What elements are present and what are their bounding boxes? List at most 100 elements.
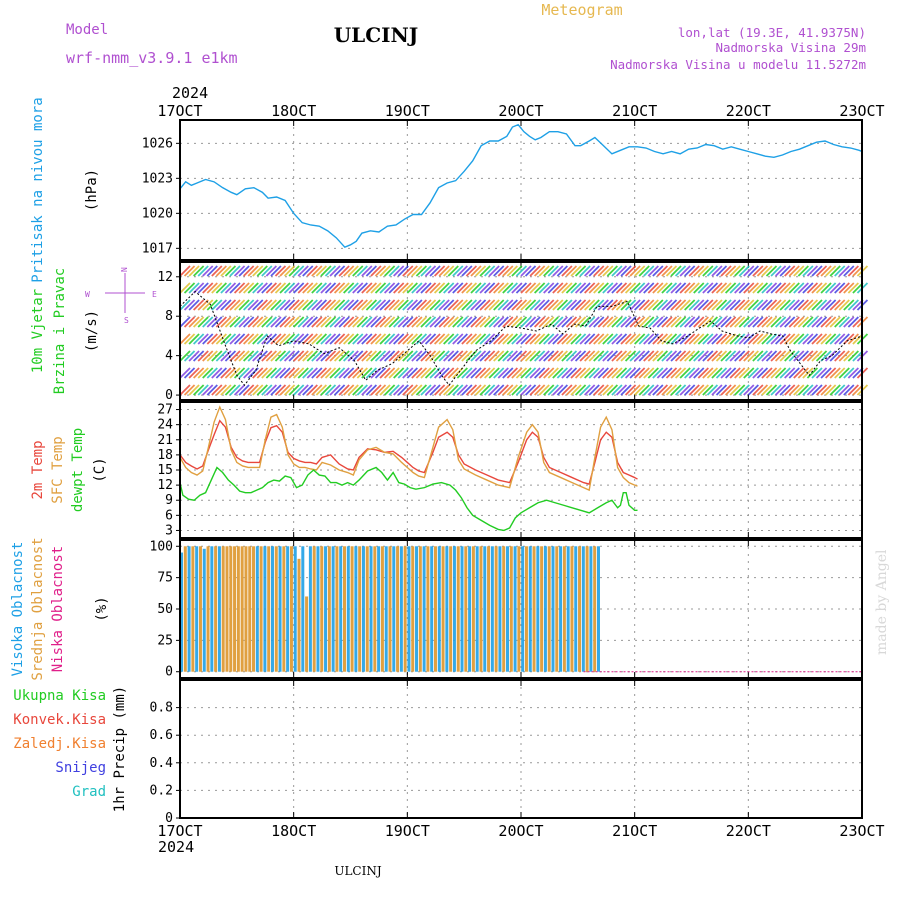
wind-barb xyxy=(661,333,673,345)
wind-barb xyxy=(829,282,841,294)
wind-barb xyxy=(479,299,491,311)
cloud-bar xyxy=(460,546,464,672)
wind-barb xyxy=(315,316,328,328)
wind-barb xyxy=(824,367,837,379)
wind-barb xyxy=(365,282,378,294)
wind-barb xyxy=(815,265,828,277)
cloud-bar xyxy=(214,546,218,672)
wind-ytick-label: 4 xyxy=(165,349,173,364)
wind-barb xyxy=(429,282,441,294)
wind-barb xyxy=(297,316,309,328)
wind-barb xyxy=(688,333,700,345)
wind-barb xyxy=(211,350,223,362)
wind-barb xyxy=(188,299,200,311)
wind-barb xyxy=(543,384,555,396)
wind-barb xyxy=(383,367,396,379)
cloud-bar xyxy=(195,546,199,672)
wind-barb xyxy=(379,384,391,396)
wind-barb xyxy=(543,316,555,328)
wind-barb xyxy=(352,299,364,311)
wind-barb xyxy=(379,299,391,311)
wind-ylabel-line: Brzina i Pravac xyxy=(52,268,68,394)
wind-barb xyxy=(815,316,828,328)
wind-barb xyxy=(293,367,305,379)
pressure-ytick-label: 1020 xyxy=(142,206,173,221)
cloud-bar xyxy=(509,546,513,672)
wind-barb xyxy=(547,384,559,396)
wind-barb xyxy=(529,333,541,345)
cloud-panel: 0 25 50 75 100 Visoka Oblacnost Srednja Oblacn… xyxy=(10,537,863,681)
wind-barb xyxy=(520,316,532,328)
wind-barb xyxy=(252,282,264,294)
temperature-series-line xyxy=(179,419,638,485)
wind-barb xyxy=(511,384,523,396)
wind-barb xyxy=(224,367,237,379)
wind-barb xyxy=(643,384,655,396)
wind-barb xyxy=(520,384,532,396)
wind-barb xyxy=(543,265,555,277)
wind-barb xyxy=(370,384,382,396)
wind-barb xyxy=(402,333,414,345)
wind-barb xyxy=(438,299,450,311)
cloud-bar xyxy=(464,546,468,672)
wind-barb xyxy=(561,299,573,311)
wind-barb xyxy=(820,282,832,294)
pressure-ytick-label: 1026 xyxy=(142,136,173,151)
wind-barb xyxy=(247,350,259,362)
wind-barb xyxy=(206,265,218,277)
wind-barb xyxy=(706,282,719,294)
wind-barb xyxy=(679,350,691,362)
wind-barb xyxy=(465,282,478,294)
cloud-bar xyxy=(354,546,358,672)
wind-barb xyxy=(674,316,687,328)
wind-barb xyxy=(674,367,687,379)
wind-barb xyxy=(252,316,264,328)
wind-barb xyxy=(629,265,641,277)
cloud-bar xyxy=(498,546,502,672)
wind-barb xyxy=(220,282,232,294)
wind-barb xyxy=(233,299,246,311)
wind-barb xyxy=(579,299,591,311)
wind-barb xyxy=(502,384,514,396)
wind-barb xyxy=(302,282,314,294)
wind-barb xyxy=(643,333,655,345)
wind-barb xyxy=(743,367,755,379)
wind-barb xyxy=(270,350,282,362)
wind-barb xyxy=(574,384,587,396)
wind-barb xyxy=(483,299,496,311)
wind-barb xyxy=(374,333,387,345)
wind-barb xyxy=(693,367,705,379)
wind-barb xyxy=(661,316,673,328)
wind-barb xyxy=(502,282,514,294)
wind-barb xyxy=(774,265,787,277)
wind-barb xyxy=(815,299,828,311)
wind-barb xyxy=(188,350,200,362)
wind-barb xyxy=(684,265,696,277)
wind-barb xyxy=(652,350,664,362)
wind-barb xyxy=(283,367,296,379)
wind-barb xyxy=(702,316,714,328)
wind-barb xyxy=(584,367,596,379)
wind-barb xyxy=(243,265,255,277)
precip-legend-item: Konvek.Kisa xyxy=(13,712,106,728)
wind-barb xyxy=(797,367,809,379)
wind-barb xyxy=(697,384,709,396)
wind-barb xyxy=(515,299,528,311)
cloud-bar xyxy=(346,546,350,672)
wind-barb xyxy=(829,350,841,362)
x-tick-label-top: 17OCT xyxy=(157,102,202,120)
wind-barb xyxy=(252,333,264,345)
cloud-bar xyxy=(415,546,419,672)
wind-frame xyxy=(179,261,863,401)
wind-barb xyxy=(306,350,318,362)
precip-ytick-label: 0.4 xyxy=(150,756,174,771)
wind-barb xyxy=(288,316,300,328)
wind-barb xyxy=(456,333,468,345)
wind-barb xyxy=(211,333,223,345)
wind-barb xyxy=(429,384,441,396)
wind-barb xyxy=(715,333,728,345)
wind-barb xyxy=(288,333,300,345)
wind-barb xyxy=(634,384,646,396)
wind-barb xyxy=(552,384,564,396)
